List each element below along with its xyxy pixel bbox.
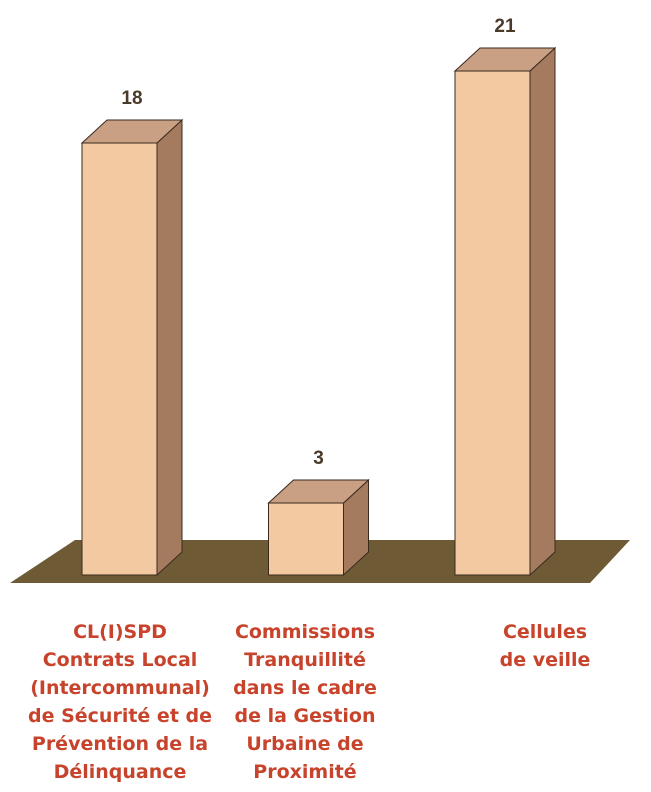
x-tick-label: Cellules de veille [499,621,591,671]
bar-side [529,46,556,577]
bar [81,142,158,576]
x-tick-label: CL(I)SPD Contrats Local (Intercommunal) … [28,621,212,783]
bar [268,502,344,576]
x-tick-label: Commissions Tranquillité dans le cadre d… [233,621,377,783]
bar [454,70,531,576]
bar-side [156,118,183,577]
chart: 18 3 21 [10,16,630,583]
value-label: 3 [313,448,324,469]
value-label: 21 [494,16,516,37]
value-label: 18 [121,88,142,109]
